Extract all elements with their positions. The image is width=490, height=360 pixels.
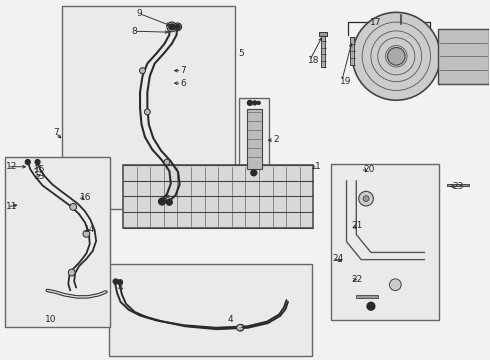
Bar — [5, 157, 110, 327]
Text: 14: 14 — [84, 225, 95, 234]
Circle shape — [140, 68, 146, 73]
Bar — [239, 98, 270, 187]
Circle shape — [167, 22, 177, 32]
Bar — [62, 6, 235, 209]
Circle shape — [359, 191, 373, 206]
Circle shape — [25, 159, 30, 165]
Circle shape — [175, 24, 180, 29]
Circle shape — [390, 279, 401, 291]
Text: 10: 10 — [45, 315, 56, 324]
Text: 16: 16 — [80, 193, 92, 202]
Circle shape — [367, 302, 375, 310]
Circle shape — [70, 203, 76, 210]
Circle shape — [118, 280, 122, 285]
Circle shape — [352, 12, 440, 100]
Circle shape — [113, 279, 118, 284]
Text: 19: 19 — [340, 77, 352, 86]
Bar — [247, 109, 262, 168]
Circle shape — [174, 23, 182, 31]
Circle shape — [251, 170, 257, 176]
Text: 1: 1 — [315, 162, 320, 171]
Bar — [438, 29, 489, 84]
Circle shape — [159, 198, 166, 205]
Circle shape — [388, 48, 405, 65]
Text: 6: 6 — [181, 79, 186, 88]
Bar — [123, 165, 313, 228]
Text: 4: 4 — [228, 315, 234, 324]
Text: 6: 6 — [165, 195, 170, 204]
Text: 5: 5 — [239, 49, 245, 58]
Bar — [321, 35, 325, 67]
Text: 12: 12 — [6, 162, 17, 171]
Text: 21: 21 — [351, 221, 363, 230]
Circle shape — [257, 102, 260, 104]
Text: 17: 17 — [370, 18, 382, 27]
Text: 4: 4 — [117, 283, 122, 292]
Bar — [350, 37, 354, 65]
Bar — [319, 32, 327, 36]
Circle shape — [363, 196, 369, 202]
Circle shape — [167, 199, 172, 205]
Text: 22: 22 — [351, 275, 363, 284]
Text: 9: 9 — [137, 9, 143, 18]
Text: 2: 2 — [273, 135, 279, 144]
Text: 7: 7 — [54, 128, 59, 137]
Text: 20: 20 — [363, 165, 374, 174]
Bar — [446, 184, 468, 186]
Text: 15: 15 — [34, 165, 46, 174]
Bar — [331, 164, 439, 320]
Circle shape — [164, 159, 170, 165]
Circle shape — [35, 159, 40, 165]
Circle shape — [253, 101, 257, 105]
Text: 11: 11 — [6, 202, 17, 211]
Circle shape — [83, 230, 90, 237]
Text: 8: 8 — [132, 27, 138, 36]
Text: 7: 7 — [181, 66, 186, 75]
Circle shape — [68, 269, 75, 276]
Text: 24: 24 — [332, 254, 343, 263]
Circle shape — [145, 109, 150, 115]
Text: 13: 13 — [34, 172, 46, 181]
Circle shape — [169, 24, 175, 30]
Text: 18: 18 — [308, 57, 319, 66]
Circle shape — [237, 324, 244, 331]
Circle shape — [247, 100, 252, 105]
Bar — [356, 296, 378, 298]
Text: 23: 23 — [452, 182, 464, 191]
Bar — [109, 264, 312, 356]
Text: 3: 3 — [239, 324, 245, 333]
